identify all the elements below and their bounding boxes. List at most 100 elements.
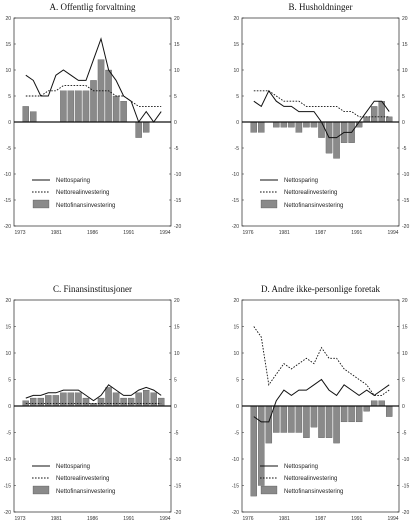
y-tick-label-right: -5 — [402, 146, 407, 152]
legend-label: Nettorealinvestering — [284, 190, 337, 196]
bar-nettofinansinvestering — [325, 405, 333, 438]
bar-nettofinansinvestering — [288, 121, 295, 128]
legend-label: Nettosparing — [284, 178, 318, 184]
bar-nettofinansinvestering — [135, 121, 142, 138]
bar-nettofinansinvestering — [258, 405, 265, 486]
bar-nettofinansinvestering — [303, 121, 310, 128]
y-tick-label-right: 5 — [174, 377, 177, 383]
y-tick-label-left: 0 — [236, 404, 239, 410]
bar-nettofinansinvestering — [30, 397, 37, 407]
line-nettosparing — [253, 89, 390, 139]
panel-title: D. Andre ikke-personlige foretak — [261, 284, 380, 294]
x-tick-label: 1986 — [87, 230, 98, 236]
line-nettorealinvestering — [25, 85, 162, 107]
x-tick-label: 1991 — [351, 516, 362, 522]
bar-nettofinansinvestering — [67, 90, 75, 123]
y-tick-label-left: -20 — [232, 224, 239, 230]
y-tick-label-right: -5 — [174, 146, 179, 152]
bar-nettofinansinvestering — [82, 90, 90, 123]
y-tick-label-right: 5 — [174, 94, 177, 100]
bar-nettofinansinvestering — [82, 397, 90, 407]
y-tick-label-right: 20 — [174, 16, 180, 22]
x-tick-label: 1994 — [159, 516, 170, 522]
legend-label: Nettosparing — [284, 464, 318, 470]
bar-nettofinansinvestering — [295, 121, 303, 133]
bar-nettofinansinvestering — [112, 95, 120, 123]
legend: Nettosparing Nettorealinvestering Nettofin… — [32, 464, 115, 495]
y-tick-label-left: 0 — [8, 404, 11, 410]
line-nettosparing — [25, 37, 162, 124]
x-tick-label: 1981 — [51, 230, 62, 236]
panel-1: A. Offentlig forvaltning 20 15 10 5 0 -5 -10 -15… — [4, 2, 182, 236]
bar-nettofinansinvestering — [60, 392, 67, 407]
y-tick-label-right: 10 — [174, 351, 180, 357]
bar-nettofinansinvestering — [363, 116, 370, 123]
y-tick-label-right: -10 — [402, 172, 409, 178]
y-tick-label-left: -15 — [4, 198, 11, 204]
line-nettosparing — [25, 384, 162, 402]
bar-nettofinansinvestering — [97, 397, 105, 407]
legend-label: Nettorealinvestering — [284, 476, 337, 482]
y-tick-label-left: -5 — [7, 146, 12, 152]
y-tick-label-left: 20 — [233, 16, 239, 22]
panel-2: B. Husholdninger 20 15 10 5 0 -5 -10 -15 -20 20 15 1… — [232, 2, 410, 236]
bar-nettofinansinvestering — [333, 405, 340, 444]
y-tick-label-right: 20 — [402, 16, 408, 22]
y-tick-label-right: 5 — [402, 377, 405, 383]
line-nettorealinvestering — [253, 90, 390, 118]
y-tick-label-right: 0 — [402, 120, 405, 126]
bar-nettofinansinvestering — [127, 397, 135, 407]
y-tick-label-right: -20 — [174, 224, 181, 230]
y-tick-label-left: 5 — [236, 94, 239, 100]
y-tick-label-right: -10 — [174, 457, 181, 463]
y-tick-label-left: 0 — [236, 120, 239, 126]
y-tick-label-right: -15 — [402, 483, 409, 489]
y-tick-label-left: -15 — [232, 483, 239, 489]
y-tick-label-left: -10 — [232, 457, 239, 463]
y-tick-label-right: 15 — [402, 42, 408, 48]
x-tick-label: 1973 — [14, 516, 25, 522]
x-tick-label: 1981 — [51, 516, 62, 522]
bar-nettofinansinvestering — [318, 405, 325, 438]
y-tick-label-left: -20 — [4, 224, 11, 230]
bar-nettofinansinvestering — [378, 400, 385, 407]
x-tick-label: 1994 — [159, 230, 170, 236]
legend-label: Nettorealinvestering — [56, 476, 109, 482]
bar-nettofinansinvestering — [22, 400, 29, 407]
y-tick-label-left: 15 — [5, 324, 11, 330]
x-tick-label: 1976 — [242, 230, 253, 236]
x-tick-label: 1994 — [387, 230, 398, 236]
legend-label: Nettofinansinvestering — [284, 203, 343, 209]
y-tick-label-left: 5 — [8, 94, 11, 100]
y-tick-label-left: 0 — [8, 120, 11, 126]
x-tick-label: 1976 — [242, 516, 253, 522]
y-tick-label-right: 20 — [402, 298, 408, 304]
y-tick-label-right: 5 — [402, 94, 405, 100]
bar-nettofinansinvestering — [67, 392, 75, 407]
line-nettorealinvestering — [253, 326, 390, 396]
bar-nettofinansinvestering — [22, 106, 29, 123]
legend-label: Nettofinansinvestering — [284, 489, 343, 495]
bar-nettofinansinvestering — [280, 121, 288, 128]
x-tick-label: 1991 — [123, 516, 134, 522]
panel-title: C. Finansinstitusjoner — [53, 284, 132, 294]
y-tick-label-left: 5 — [236, 377, 239, 383]
bar-nettofinansinvestering — [370, 106, 378, 123]
x-tick-label: 1987 — [315, 230, 326, 236]
bar-nettofinansinvestering — [75, 90, 82, 123]
legend-swatch-bar — [260, 485, 278, 495]
y-tick-label-left: -10 — [232, 172, 239, 178]
x-tick-label: 1994 — [387, 516, 398, 522]
legend: Nettosparing Nettorealinvestering Nettofin… — [260, 178, 343, 209]
y-tick-label-left: 15 — [233, 42, 239, 48]
bar-nettofinansinvestering — [120, 101, 127, 123]
y-tick-label-right: 15 — [174, 42, 180, 48]
bar-nettofinansinvestering — [45, 395, 52, 407]
y-tick-label-left: 5 — [8, 377, 11, 383]
y-tick-label-left: -15 — [232, 198, 239, 204]
y-tick-label-left: 20 — [233, 298, 239, 304]
legend-label: Nettosparing — [56, 464, 90, 470]
bar-nettofinansinvestering — [318, 121, 325, 138]
y-tick-label-left: -10 — [4, 172, 11, 178]
panel-title: B. Husholdninger — [289, 2, 353, 12]
